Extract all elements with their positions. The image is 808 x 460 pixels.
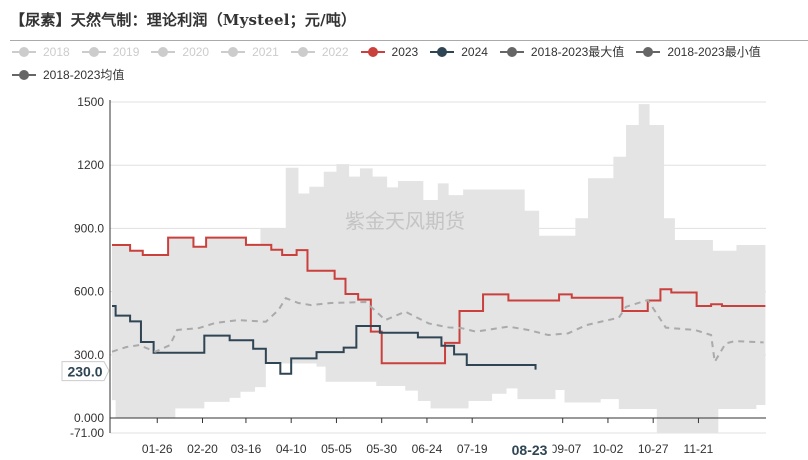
x-tick-label: 11-21: [684, 442, 714, 456]
chart-title: 【尿素】天然气制：理论利润（Mysteel；元/吨）: [10, 11, 357, 29]
y-tick-label: 1200: [77, 158, 104, 172]
legend-item-2023[interactable]: 2023: [360, 44, 419, 59]
legend-marker-icon: [221, 46, 246, 57]
legend-row-1: 2018 2019 2020 2021 2022 2023 2024 2018-2023最大值…: [12, 43, 773, 60]
legend-label: 2023: [391, 44, 419, 59]
x-pointer-bg: [506, 438, 553, 458]
series-line-2023[interactable]: [112, 236, 766, 365]
legend-item-2018-2023最大值[interactable]: 2018-2023最大值: [499, 43, 625, 60]
x-tick-label: 03-16: [231, 442, 262, 456]
x-tick-label: 05-30: [366, 442, 397, 456]
x-tick-label: 05-05: [321, 442, 352, 456]
legend-label: 2020: [182, 44, 210, 59]
x-tick-label: 02-20: [187, 442, 218, 456]
legend-label: 2021: [252, 44, 279, 59]
x-tick-label: 06-24: [412, 442, 443, 456]
legend-item-2018-2023最小值[interactable]: 2018-2023最小值: [636, 43, 761, 60]
legend-item-2018-2023均值[interactable]: 2018-2023均值: [12, 66, 124, 83]
legend-item-2021[interactable]: 2021: [221, 45, 279, 59]
y-tick-label: 1500: [77, 95, 104, 109]
legend-label: 2022: [321, 44, 349, 59]
legend-marker-icon: [499, 46, 524, 57]
series-line-2024[interactable]: [112, 304, 537, 375]
legend-item-2020[interactable]: 2020: [151, 45, 209, 59]
max-min-band: [112, 104, 766, 434]
legend-marker-icon: [636, 46, 661, 57]
x-tick-label: 07-19: [457, 442, 488, 456]
legend-row-2: 2018-2023均值: [12, 66, 136, 83]
legend-label: 2019: [112, 44, 140, 59]
legend-label: 2018: [43, 44, 70, 59]
legend-item-2022[interactable]: 2022: [290, 44, 349, 59]
legend-item-2018[interactable]: 2018: [12, 45, 70, 59]
y-tick-label: -71.00: [70, 426, 104, 440]
legend-label: 2018-2023均值: [43, 68, 125, 82]
title-divider: [10, 40, 808, 41]
x-tick-label: 01-26: [142, 442, 173, 456]
y-pointer-bg: [61, 361, 110, 382]
x-tick-label: 10-27: [638, 442, 669, 456]
y-tick-label: 300.0: [74, 348, 104, 362]
x-tick-label: 10-02: [593, 442, 624, 456]
legend-label: 2018-2023最小值: [667, 45, 761, 59]
series-line-2018-2023均值[interactable]: [111, 296, 764, 365]
legend-item-2024[interactable]: 2024: [430, 45, 488, 59]
x-tick-label: 04-10: [276, 442, 307, 456]
watermark: 紫金天风期货: [345, 210, 465, 233]
legend-marker-icon: [430, 46, 455, 57]
y-tick-label: 900.0: [74, 221, 104, 235]
y-tick-label: 0.000: [74, 411, 104, 425]
legend-marker-icon: [151, 46, 176, 57]
legend-marker-icon: [12, 69, 36, 80]
y-pointer-label: 230.0: [67, 364, 102, 380]
legend-marker-icon: [12, 46, 36, 57]
legend-item-2019[interactable]: 2019: [81, 44, 140, 59]
legend-marker-icon: [290, 46, 315, 57]
legend-label: 2024: [461, 44, 488, 59]
x-tick-label: 09-07: [551, 442, 582, 456]
y-tick-label: 600.0: [74, 285, 104, 299]
x-pointer-label: 08-23: [512, 442, 548, 458]
legend-marker-icon: [81, 46, 106, 57]
legend-label: 2018-2023最大值: [530, 45, 625, 59]
legend-marker-icon: [360, 46, 385, 57]
